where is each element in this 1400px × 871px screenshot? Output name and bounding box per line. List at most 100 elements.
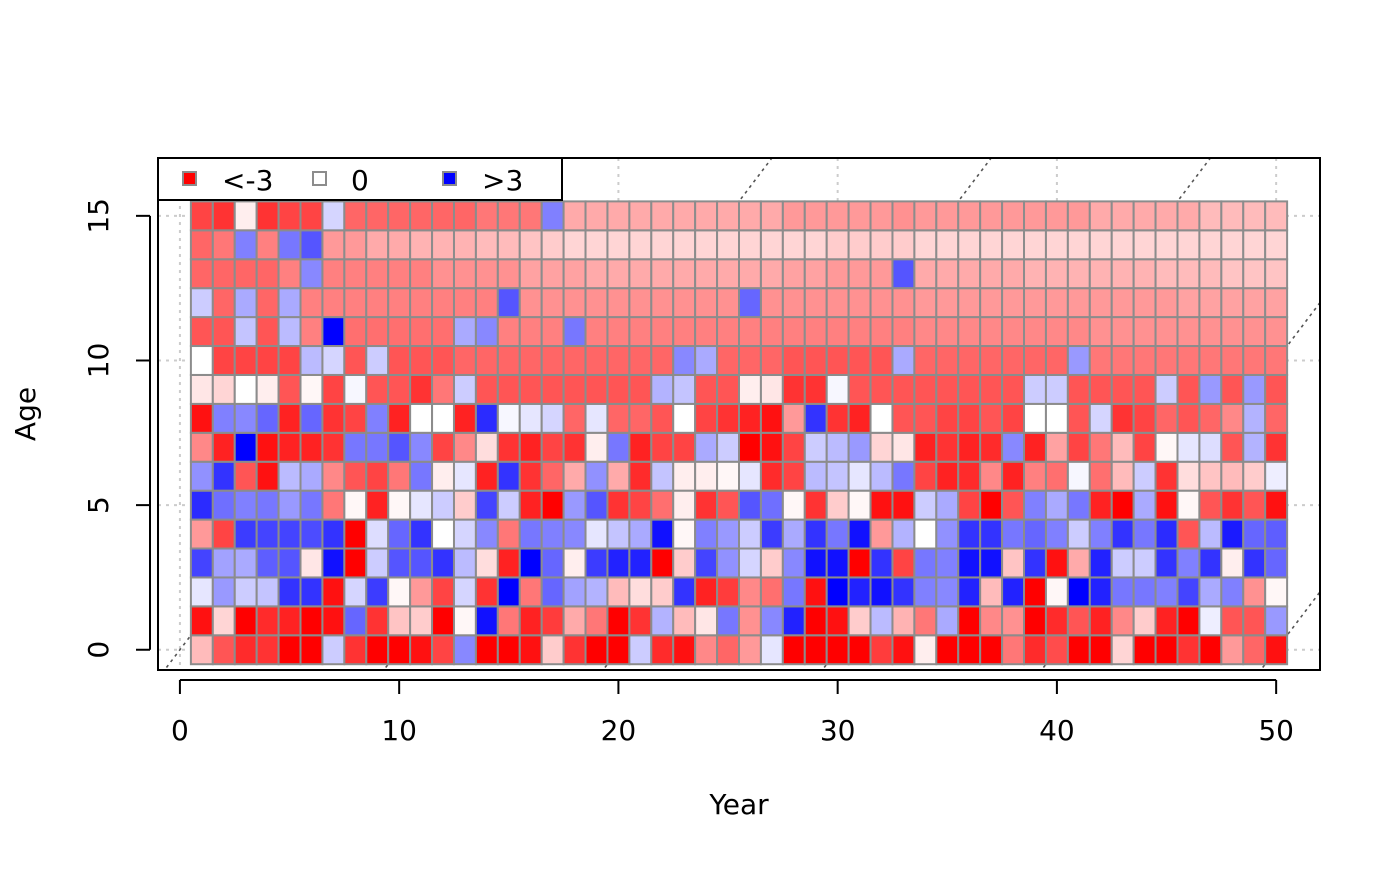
heatmap-cell [387,489,412,521]
heatmap-cell [277,547,302,579]
heatmap-cell [628,547,653,579]
heatmap-cell [891,345,916,376]
heatmap-cell [1132,229,1157,261]
heatmap-cell [1001,576,1026,608]
heatmap-cell [628,200,653,232]
heatmap-cell [1176,316,1201,348]
heatmap-cell [474,402,499,434]
heatmap-cell [694,402,719,434]
legend-box [157,157,563,201]
heatmap-cell [584,431,609,463]
heatmap-cell [1198,316,1223,348]
heatmap-cell [694,576,719,608]
heatmap-cell [343,258,368,290]
heatmap-cell [1044,605,1069,637]
heatmap-cell [672,576,697,608]
heatmap-cell [1001,345,1026,376]
heatmap-cell [409,576,434,608]
heatmap-cell [299,373,324,405]
heatmap-cell [1220,460,1245,492]
heatmap-cell [738,200,762,232]
heatmap-cell [343,547,368,579]
heatmap-cell [474,200,499,232]
heatmap-cell [1242,431,1267,463]
heatmap-cell [1220,518,1245,550]
heatmap-cell [738,258,762,290]
heatmap-cell [759,605,784,637]
heatmap-cell [431,576,455,608]
heatmap-cell [1132,373,1157,405]
heatmap-cell [321,576,346,608]
heatmap-cell [891,402,916,434]
heatmap-cell [1044,634,1069,666]
heatmap-cell [1198,576,1223,608]
heatmap-cell [474,316,499,348]
heatmap-cell [431,200,455,232]
heatmap-cell [1088,547,1113,579]
heatmap-cell [496,316,521,348]
heatmap-cell [1198,402,1223,434]
heatmap-cell [1154,229,1179,261]
heatmap-cell [1242,402,1267,434]
y-axis-title: Age [9,387,42,441]
heatmap-cell [189,634,214,666]
heatmap-cell [474,373,499,405]
heatmap-cell [913,316,938,348]
heatmap-cell [979,518,1004,550]
heatmap-cell [979,345,1004,376]
heatmap-cell [1044,431,1069,463]
heatmap-cell [1154,547,1179,579]
heatmap-cell [913,402,938,434]
heatmap-cell [1176,402,1201,434]
heatmap-cell [935,345,960,376]
heatmap-cell [189,605,214,637]
heatmap-cell [1198,258,1223,290]
heatmap-cell [1176,200,1201,232]
heatmap-cell [869,489,894,521]
heatmap-cell [759,402,784,434]
heatmap-cell [1264,316,1289,348]
heatmap-cell [606,518,631,550]
heatmap-cell [869,345,894,376]
heatmap-cell [452,489,477,521]
heatmap-cell [562,229,587,261]
heatmap-cell [694,373,719,405]
heatmap-cell [343,605,368,637]
heatmap-cell [1110,287,1135,319]
heatmap-cell [803,373,828,405]
heatmap-cell [321,287,346,319]
heatmap-cell [1198,518,1223,550]
heatmap-cell [891,200,916,232]
heatmap-cell [518,287,543,319]
heatmap-cell [1154,345,1179,376]
heatmap-cell [365,460,390,492]
heatmap-cell [321,373,346,405]
heatmap-cell [1220,316,1245,348]
heatmap-cell [825,258,850,290]
heatmap-cell [759,547,784,579]
legend-label: >3 [482,164,523,197]
heatmap-cell [694,345,719,376]
heatmap-cell [716,287,741,319]
heatmap-cell [562,373,587,405]
heatmap-cell [935,200,960,232]
heatmap-cell [562,345,587,376]
heatmap-cell [255,489,280,521]
heatmap-cell [189,518,214,550]
heatmap-cell [562,605,587,637]
heatmap-cell [321,460,346,492]
heatmap-cell [1066,489,1091,521]
heatmap-cell [409,258,434,290]
heatmap-cell [738,460,762,492]
heatmap-cell [431,547,455,579]
heatmap-cell [738,518,762,550]
heatmap-cell [847,229,872,261]
heatmap-cell [299,287,324,319]
heatmap-cell [496,431,521,463]
heatmap-cell [540,373,565,405]
heatmap-cell [1132,460,1157,492]
heatmap-cell [299,431,324,463]
heatmap-cell [211,460,236,492]
heatmap-cell [694,200,719,232]
heatmap-cell [803,518,828,550]
